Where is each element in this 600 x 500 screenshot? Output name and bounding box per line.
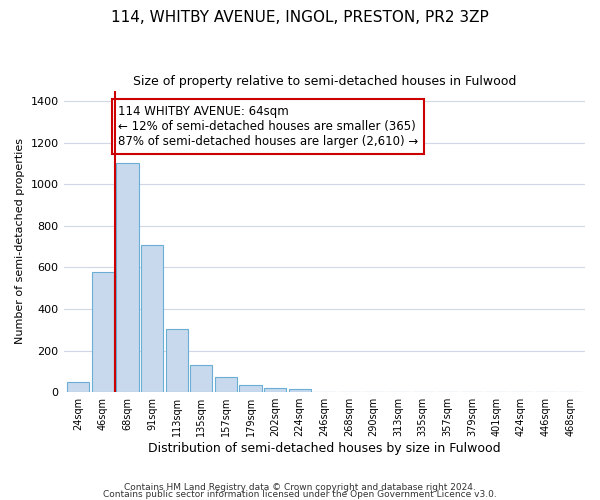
Bar (264, 388, 286, 392)
Bar (92, 272, 114, 392)
Text: 114, WHITBY AVENUE, INGOL, PRESTON, PR2 3ZP: 114, WHITBY AVENUE, INGOL, PRESTON, PR2 … (111, 10, 489, 25)
Bar (289, 389, 311, 392)
Bar (67, 382, 89, 392)
Text: Contains public sector information licensed under the Open Government Licence v3: Contains public sector information licen… (103, 490, 497, 499)
Text: 114 WHITBY AVENUE: 64sqm
← 12% of semi-detached houses are smaller (365)
87% of : 114 WHITBY AVENUE: 64sqm ← 12% of semi-d… (118, 105, 418, 148)
Title: Size of property relative to semi-detached houses in Fulwood: Size of property relative to semi-detach… (133, 75, 516, 88)
Bar (215, 376, 237, 392)
Bar (141, 244, 163, 392)
Bar (116, 164, 139, 392)
X-axis label: Distribution of semi-detached houses by size in Fulwood: Distribution of semi-detached houses by … (148, 442, 500, 455)
Text: Contains HM Land Registry data © Crown copyright and database right 2024.: Contains HM Land Registry data © Crown c… (124, 484, 476, 492)
Bar (190, 365, 212, 392)
Bar (239, 385, 262, 392)
Bar (166, 329, 188, 392)
Y-axis label: Number of semi-detached properties: Number of semi-detached properties (15, 138, 25, 344)
